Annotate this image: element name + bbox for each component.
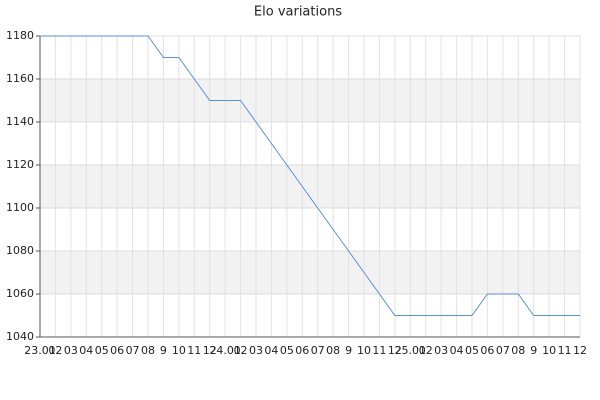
x-tick-label: 07 [311,344,325,357]
grid-band [40,165,580,208]
x-tick-label: 9 [530,344,537,357]
x-tick-label: 9 [160,344,167,357]
x-tick-label: 08 [511,344,525,357]
x-tick-label: 11 [558,344,572,357]
line [40,35,580,316]
y-tick-label: 1140 [6,115,34,128]
x-tick-label: 02 [48,344,62,357]
x-tick-label: 23.01 [24,344,56,357]
x-tick-label: 04 [450,344,464,357]
grid-band [40,251,580,294]
x-tick-label: 07 [126,344,140,357]
x-tick-label: 05 [465,344,479,357]
y-tick-label: 1100 [6,201,34,214]
y-tick-label: 1040 [6,330,34,343]
x-tick-label: 04 [79,344,93,357]
chart-title: Elo variations [254,5,342,20]
x-tick-label: 10 [542,344,556,357]
x-tick-label: 10 [172,344,186,357]
x-tick-label: 06 [110,344,124,357]
x-tick-label: 12 [388,344,402,357]
y-tick-label: 1160 [6,72,34,85]
x-tick-label: 04 [264,344,278,357]
x-tick-label: 02 [419,344,433,357]
x-tick-label: 03 [434,344,448,357]
y-tick-label: 1120 [6,158,34,171]
x-tick-label: 03 [249,344,263,357]
x-tick-label: 07 [496,344,510,357]
x-tick-label: 10 [357,344,371,357]
x-tick-label: 06 [480,344,494,357]
x-tick-label: 05 [95,344,109,357]
x-tick-label: 25.01 [395,344,427,357]
x-tick-label: 12 [203,344,217,357]
x-tick-label: 11 [187,344,201,357]
x-tick-label: 05 [280,344,294,357]
x-tick-label: 11 [372,344,386,357]
grid-band [40,79,580,122]
y-tick-label: 1060 [6,287,34,300]
x-tick-label: 12 [573,344,587,357]
x-tick-label: 24.01 [209,344,241,357]
x-tick-label: 9 [345,344,352,357]
x-tick-label: 06 [295,344,309,357]
y-tick-label: 1080 [6,244,34,257]
x-tick-label: 02 [234,344,248,357]
x-tick-label: 08 [326,344,340,357]
x-tick-label: 08 [141,344,155,357]
x-tick-label: 03 [64,344,78,357]
y-tick-label: 1180 [6,29,34,42]
